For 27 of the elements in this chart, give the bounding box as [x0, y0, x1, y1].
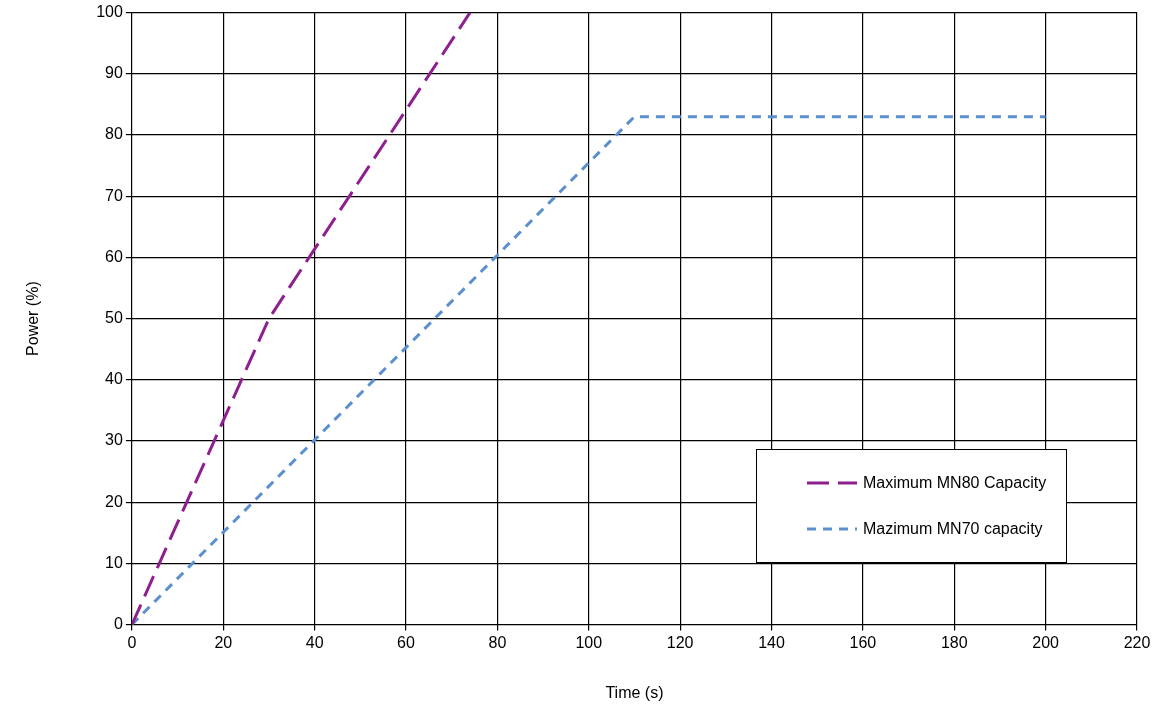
y-tick-label: 40: [105, 370, 123, 388]
x-axis-title: Time (s): [605, 683, 664, 701]
y-axis-title: Power (%): [24, 281, 42, 356]
legend-label: Mazimum MN70 capacity: [863, 519, 1043, 538]
y-tick-label: 90: [105, 64, 123, 82]
y-tick-label: 70: [105, 186, 123, 204]
x-tick-label: 100: [575, 633, 603, 651]
x-tick-label: 220: [1123, 633, 1151, 651]
y-tick-label: 0: [113, 615, 123, 633]
y-tick-label: 30: [105, 431, 123, 449]
x-tick-label: 180: [940, 633, 968, 651]
x-tick-label: 140: [758, 633, 785, 651]
legend-label: Maximum MN80 Capacity: [863, 473, 1047, 492]
y-tick-label: 10: [105, 553, 123, 571]
y-tick-label: 20: [105, 492, 123, 510]
x-tick-label: 60: [397, 633, 416, 651]
x-tick-label: 200: [1032, 633, 1060, 651]
y-tick-label: 60: [105, 247, 123, 265]
x-tick-label: 0: [127, 633, 137, 651]
x-tick-label: 20: [214, 633, 233, 651]
y-tick-label: 100: [96, 3, 123, 21]
x-tick-label: 120: [666, 633, 694, 651]
x-tick-label: 80: [488, 633, 507, 651]
y-tick-label: 50: [105, 309, 123, 327]
x-tick-label: 160: [849, 633, 877, 651]
y-tick-label: 80: [105, 125, 123, 143]
x-tick-label: 40: [305, 633, 324, 651]
